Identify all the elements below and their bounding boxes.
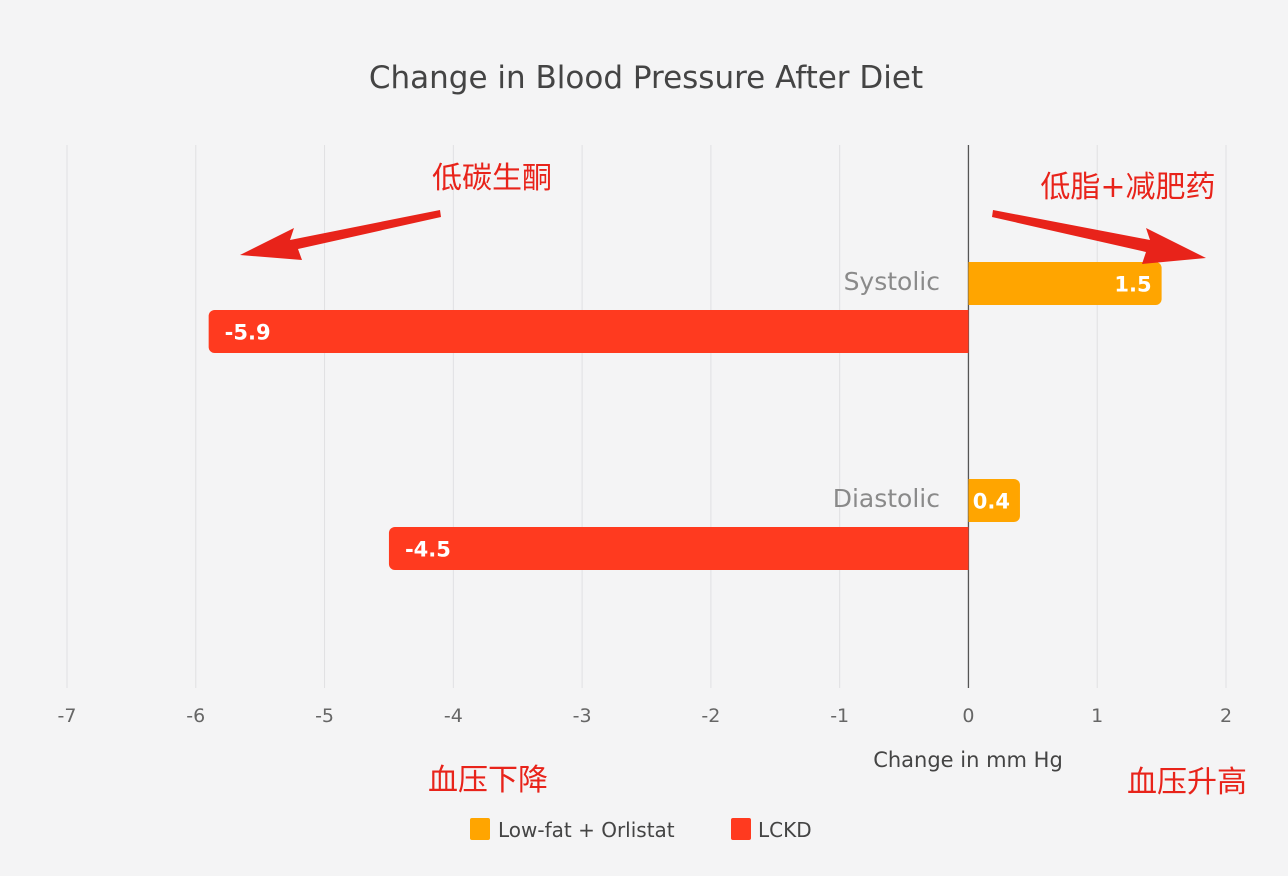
bar [968,479,1020,522]
x-tick-label: -7 [58,705,77,727]
bar-base [968,479,977,522]
annotation-left-top: 低碳生酮 [432,161,552,196]
bar-base [968,262,977,305]
x-tick-label: 1 [1091,705,1103,727]
annotation-right-top: 低脂+减肥药 [1040,170,1215,205]
annotation-right-bottom: 血压升高 [1127,765,1247,800]
x-tick-label: -5 [315,705,334,727]
x-axis-ticks: -7 -6 -5 -4 -3 -2 -1 0 1 2 [58,705,1233,727]
category-label: Systolic [844,267,940,296]
legend-swatch-low-fat [470,818,490,840]
category-label: Diastolic [833,484,940,513]
arrow-right-icon [992,210,1206,264]
x-tick-label: -6 [186,705,205,727]
x-tick-label: -3 [573,705,592,727]
x-tick-label: 2 [1220,705,1232,727]
bar-base [960,310,969,353]
bar [968,262,1162,305]
data-label: -4.5 [405,538,451,562]
bar [208,310,969,353]
x-tick-label: -1 [830,705,849,727]
data-label: 1.5 [1114,273,1151,297]
x-tick-label: 0 [962,705,974,727]
bars: Systolic 1.5 -5.9 Diastolic 0.4 -4.5 [208,262,1162,570]
x-axis-label: Change in mm Hg [873,748,1063,772]
x-tick-label: -4 [444,705,463,727]
data-label: -5.9 [225,321,271,345]
legend-swatch-lckd [731,818,751,840]
bar-base [960,527,969,570]
legend-label-lckd: LCKD [758,818,812,842]
x-tick-label: -2 [701,705,720,727]
legend: Low-fat + Orlistat LCKD [470,818,812,842]
chart-title: Change in Blood Pressure After Diet [369,60,923,96]
arrow-left-icon [240,210,441,260]
legend-label-low-fat: Low-fat + Orlistat [498,818,675,842]
annotations: 低碳生酮 低脂+减肥药 血压下降 血压升高 [240,161,1247,800]
bar [388,527,969,570]
annotation-left-bottom: 血压下降 [428,763,548,798]
data-label: 0.4 [973,490,1010,514]
